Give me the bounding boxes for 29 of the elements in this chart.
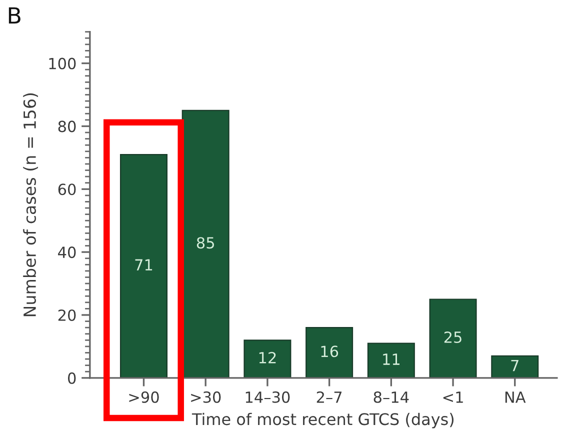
y-tick-label: 100 bbox=[49, 58, 76, 70]
x-tick-label: >90 bbox=[129, 391, 159, 403]
bar bbox=[429, 298, 477, 378]
x-tick-label: 8–14 bbox=[374, 391, 409, 403]
y-tick-label: 0 bbox=[68, 372, 76, 384]
y-tick-label: 40 bbox=[58, 246, 76, 258]
chart-title: B bbox=[8, 7, 20, 24]
x-tick-label: <1 bbox=[443, 392, 463, 403]
x-tick-label: 14–30 bbox=[246, 391, 290, 403]
x-axis-title: Time of most recent GTCS (days) bbox=[192, 412, 454, 428]
y-axis-title: Number of cases (n = 156) bbox=[23, 93, 38, 316]
bar bbox=[491, 355, 539, 378]
x-tick-label: 2–7 bbox=[316, 391, 342, 403]
bar bbox=[306, 327, 354, 378]
bar bbox=[244, 340, 292, 378]
data-label: 16 bbox=[321, 346, 338, 358]
x-tick-label: NA bbox=[505, 392, 526, 403]
data-label: 11 bbox=[383, 354, 400, 365]
data-label: 85 bbox=[196, 237, 214, 249]
bar bbox=[367, 342, 415, 378]
data-label: 25 bbox=[444, 331, 462, 344]
data-label: 7 bbox=[511, 360, 518, 372]
data-label: 12 bbox=[259, 352, 276, 364]
y-tick-label: 80 bbox=[58, 120, 76, 132]
x-tick-label: >30 bbox=[191, 391, 221, 403]
y-tick-label: 60 bbox=[58, 184, 76, 196]
y-tick-label: 20 bbox=[58, 309, 76, 322]
bar bbox=[120, 154, 168, 378]
data-label: 71 bbox=[135, 259, 152, 270]
